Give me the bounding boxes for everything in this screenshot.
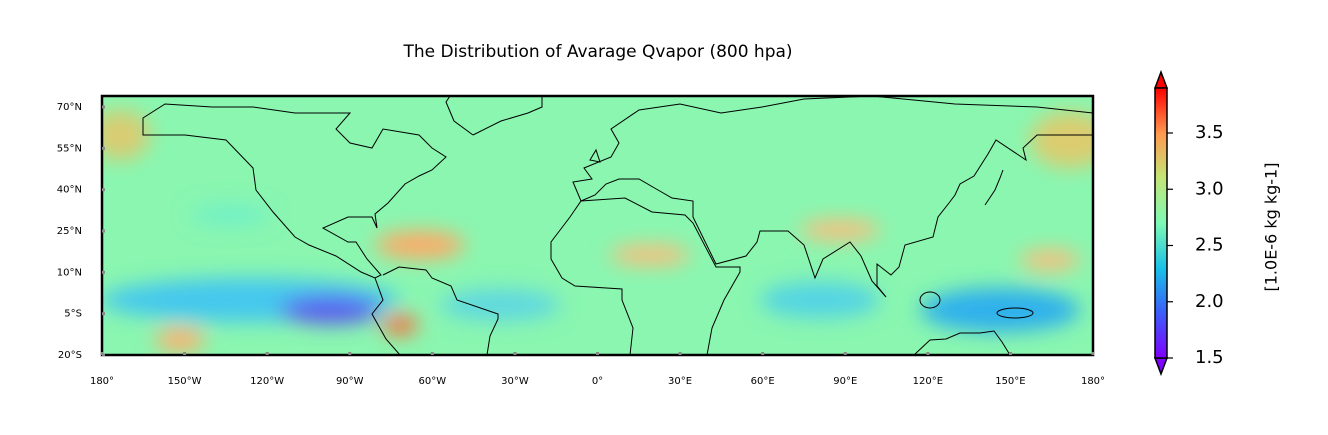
x-tick-label: 180°: [1081, 376, 1105, 387]
x-tick-label: 150°E: [995, 376, 1025, 387]
colorbar-tick-label: 2.0: [1195, 291, 1224, 312]
y-tick-label: 20°S: [58, 350, 82, 361]
x-tick-label: 60°E: [751, 376, 775, 387]
title: The Distribution of Avarage Qvapor (800 …: [402, 42, 792, 62]
colorbar-tick-label: 2.5: [1195, 235, 1224, 256]
colorbar-extend: [1153, 357, 1169, 377]
x-tick-label: 0°: [592, 376, 603, 387]
x-tick-label: 180°: [90, 376, 114, 387]
x-tick-label: 120°E: [913, 376, 943, 387]
colorbar-extend: [1153, 69, 1169, 89]
field: [102, 96, 1093, 355]
x-tick-label: 120°W: [250, 376, 284, 387]
colorbar-tick-label: 3.0: [1195, 178, 1224, 199]
y-tick-label: 40°N: [57, 185, 82, 196]
y-tick-label: 10°N: [57, 267, 82, 278]
x-tick-label: 30°W: [501, 376, 529, 387]
y-tick-label: 5°S: [64, 309, 82, 320]
colorbar-label: [1.0E-6 kg kg-1]: [1262, 163, 1281, 292]
y-tick-label: 25°N: [57, 226, 82, 237]
y-tick-label: 55°N: [57, 143, 82, 154]
x-tick-label: 150°W: [168, 376, 202, 387]
colorbar-tick-label: 3.5: [1195, 122, 1224, 143]
x-tick-label: 30°E: [668, 376, 692, 387]
y-tick-label: 70°N: [57, 102, 82, 113]
colorbar-tick-label: 1.5: [1195, 347, 1224, 368]
colorbar: [1154, 87, 1168, 359]
x-tick-label: 60°W: [419, 376, 447, 387]
x-tick-label: 90°W: [336, 376, 364, 387]
x-tick-label: 90°E: [833, 376, 857, 387]
